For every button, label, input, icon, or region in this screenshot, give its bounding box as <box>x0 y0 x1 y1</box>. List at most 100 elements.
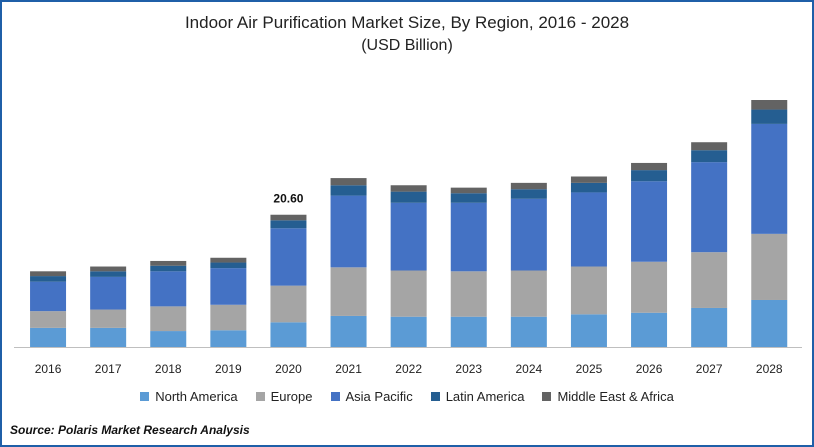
bar-middle-east-africa-2018 <box>150 260 187 266</box>
bar-north-america-2018 <box>150 331 187 347</box>
bar-north-america-2026 <box>631 312 668 347</box>
x-tick-label: 2020 <box>275 362 302 376</box>
x-tick-label: 2021 <box>335 362 362 376</box>
bar-latin-america-2020 <box>270 220 307 229</box>
bar-middle-east-africa-2025 <box>570 176 607 183</box>
bar-europe-2024 <box>510 270 547 317</box>
bar-middle-east-africa-2017 <box>90 266 127 272</box>
bar-europe-2028 <box>751 233 788 300</box>
bar-north-america-2016 <box>30 327 67 347</box>
legend-swatch <box>140 392 150 401</box>
bar-asia-pacific-2018 <box>150 271 187 307</box>
legend-label: Europe <box>270 389 313 404</box>
bar-asia-pacific-2028 <box>751 123 788 234</box>
bar-north-america-2023 <box>450 316 487 347</box>
bar-asia-pacific-2016 <box>30 281 67 312</box>
bar-europe-2018 <box>150 306 187 332</box>
x-tick-label: 2019 <box>215 362 242 376</box>
x-tick-label: 2018 <box>155 362 182 376</box>
x-tick-label: 2017 <box>95 362 122 376</box>
x-tick-label: 2026 <box>636 362 663 376</box>
bar-europe-2016 <box>30 311 67 328</box>
bar-north-america-2022 <box>390 316 427 347</box>
x-tick-label: 2022 <box>395 362 422 376</box>
bar-latin-america-2028 <box>751 109 788 124</box>
bar-latin-america-2019 <box>210 262 247 269</box>
bar-asia-pacific-2022 <box>390 202 427 271</box>
bar-europe-2022 <box>390 270 427 317</box>
legend-label: North America <box>155 389 238 404</box>
legend-label: Latin America <box>445 389 525 404</box>
bar-middle-east-africa-2028 <box>751 100 788 110</box>
bar-latin-america-2021 <box>330 185 367 196</box>
bar-north-america-2027 <box>691 307 728 347</box>
bar-europe-2021 <box>330 267 367 316</box>
bar-north-america-2028 <box>751 299 788 347</box>
bar-middle-east-africa-2020 <box>270 214 307 221</box>
legend-item: Latin America <box>430 389 525 404</box>
bar-latin-america-2027 <box>691 150 728 163</box>
bar-latin-america-2022 <box>390 191 427 203</box>
bar-europe-2023 <box>450 271 487 317</box>
bar-north-america-2020 <box>270 322 307 347</box>
bar-europe-2027 <box>691 252 728 308</box>
legend-item: Europe <box>255 389 313 404</box>
bar-asia-pacific-2020 <box>270 228 307 286</box>
bar-latin-america-2025 <box>570 182 607 193</box>
bar-latin-america-2016 <box>30 276 67 282</box>
bar-asia-pacific-2025 <box>570 192 607 267</box>
chart-title: Indoor Air Purification Market Size, By … <box>184 13 630 32</box>
legend-item: North America <box>140 389 238 404</box>
legend-item: Asia Pacific <box>330 389 413 404</box>
bar-north-america-2021 <box>330 315 367 347</box>
bar-europe-2020 <box>270 285 307 323</box>
bar-middle-east-africa-2026 <box>631 162 668 171</box>
bar-asia-pacific-2024 <box>510 198 547 271</box>
x-tick-label: 2024 <box>515 362 542 376</box>
bar-europe-2026 <box>631 261 668 313</box>
legend-item: Middle East & Africa <box>542 389 674 404</box>
x-tick-label: 2025 <box>576 362 603 376</box>
bar-middle-east-africa-2019 <box>210 257 247 263</box>
bar-asia-pacific-2027 <box>691 162 728 253</box>
bar-middle-east-africa-2016 <box>30 271 67 277</box>
x-tick-label: 2027 <box>696 362 723 376</box>
legend-swatch <box>330 392 340 401</box>
bar-north-america-2024 <box>510 316 547 347</box>
bar-middle-east-africa-2024 <box>510 182 547 190</box>
bar-latin-america-2026 <box>631 170 668 182</box>
bar-middle-east-africa-2023 <box>450 187 487 194</box>
bar-north-america-2019 <box>210 330 247 347</box>
bar-europe-2025 <box>570 266 607 315</box>
chart-subtitle: (USD Billion) <box>361 37 453 54</box>
bar-europe-2017 <box>90 309 127 328</box>
bar-europe-2019 <box>210 304 247 331</box>
bar-middle-east-africa-2027 <box>691 142 728 151</box>
x-tick-label: 2016 <box>35 362 62 376</box>
bar-asia-pacific-2019 <box>210 268 247 305</box>
chart-legend: North America Europe Asia Pacific Latin Ame… <box>2 389 812 404</box>
bar-latin-america-2023 <box>450 193 487 203</box>
x-tick-label: 2028 <box>756 362 783 376</box>
source-note: Source: Polaris Market Research Analysis <box>10 423 250 437</box>
bar-north-america-2017 <box>90 327 127 347</box>
bar-asia-pacific-2017 <box>90 276 127 310</box>
bar-middle-east-africa-2021 <box>330 178 367 186</box>
x-tick-label: 2023 <box>455 362 482 376</box>
bar-latin-america-2017 <box>90 271 127 277</box>
legend-swatch <box>542 392 552 401</box>
legend-label: Middle East & Africa <box>557 389 674 404</box>
bar-asia-pacific-2023 <box>450 202 487 272</box>
bar-asia-pacific-2021 <box>330 195 367 268</box>
bar-latin-america-2024 <box>510 189 547 199</box>
bar-middle-east-africa-2022 <box>390 185 427 192</box>
bar-latin-america-2018 <box>150 265 187 272</box>
legend-swatch <box>430 392 440 401</box>
legend-label: Asia Pacific <box>345 389 413 404</box>
bar-asia-pacific-2026 <box>631 181 668 262</box>
legend-swatch <box>255 392 265 401</box>
bar-north-america-2025 <box>570 314 607 347</box>
data-label: 20.60 <box>273 192 303 206</box>
